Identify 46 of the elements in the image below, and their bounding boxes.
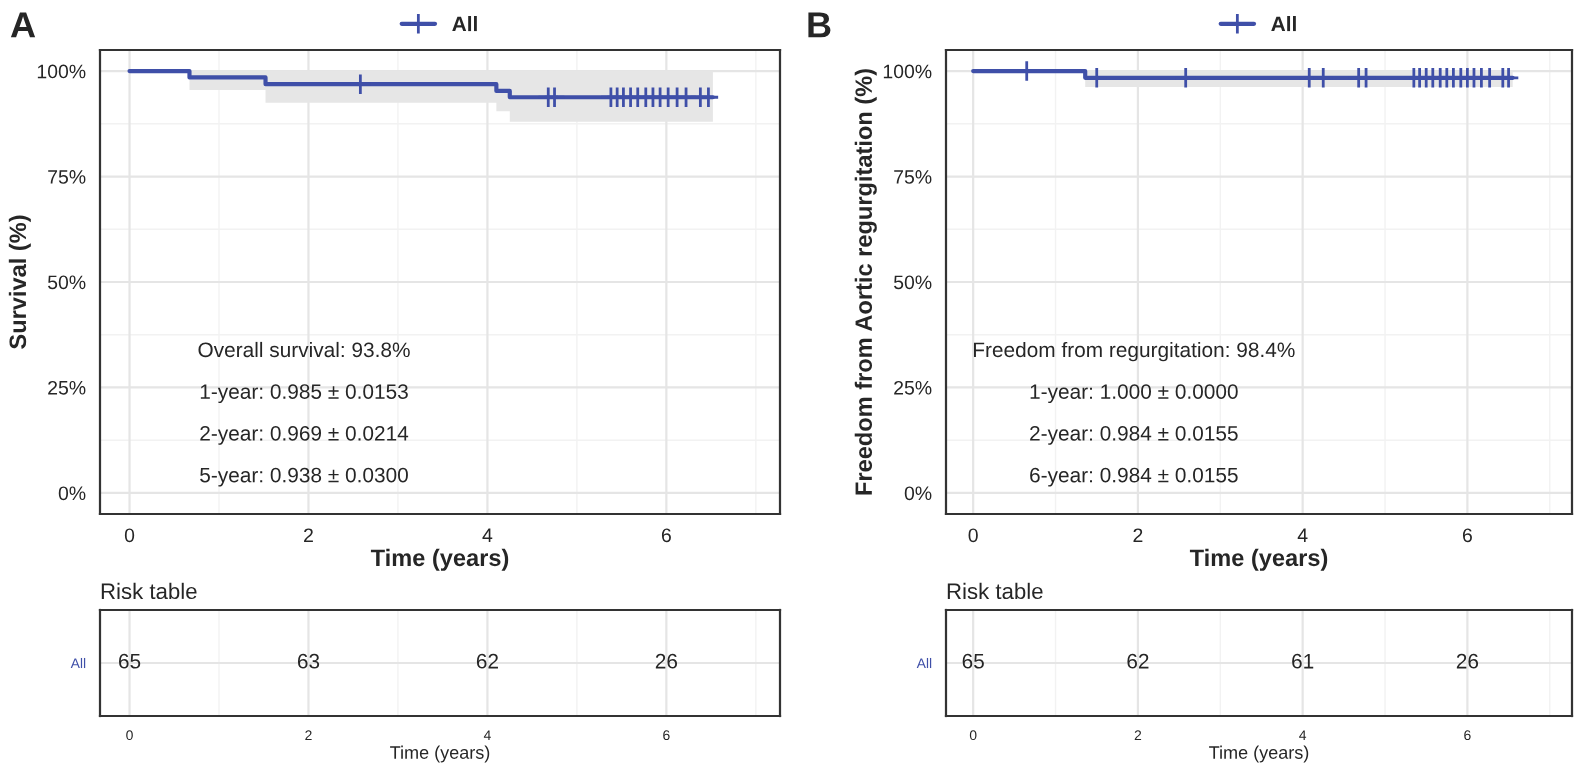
y-tick-label: 75% xyxy=(894,170,932,184)
annotation: 5-year: 0.938 ± 0.0300 xyxy=(200,467,408,487)
annotation: 1-year: 0.985 ± 0.0153 xyxy=(200,384,408,404)
x-tick-label: 2 xyxy=(304,528,313,542)
data-label: 62 xyxy=(1127,653,1149,669)
data-label: 26 xyxy=(655,653,678,669)
chart-title: Risk table xyxy=(947,582,1043,600)
annotation: 2-year: 0.969 ± 0.0214 xyxy=(200,425,409,445)
chart-title: Risk table xyxy=(101,582,197,600)
y-axis-title: Freedom from Aortic regurgitation (%) xyxy=(854,69,877,495)
data-label: 65 xyxy=(962,653,984,669)
x-tick-label: 0 xyxy=(968,528,978,543)
x-tick-label: 4 xyxy=(1297,528,1308,542)
y-tick-label: 50% xyxy=(47,275,86,290)
y-tick-label: 75% xyxy=(48,170,86,184)
annotation: 1-year: 1.000 ± 0.0000 xyxy=(1030,384,1238,404)
y-tick-label: 25% xyxy=(48,380,86,395)
data-label: 62 xyxy=(476,653,498,669)
x-tick-label: 6 xyxy=(661,528,671,543)
x-axis-title: Time (years) xyxy=(1189,548,1328,571)
annotation: 2-year: 0.984 ± 0.0155 xyxy=(1030,425,1238,445)
x-tick-label: 6 xyxy=(1462,528,1472,543)
data-label: 61 xyxy=(1292,653,1314,669)
data-label: 63 xyxy=(297,653,320,669)
x-axis-title: Time (years) xyxy=(370,548,509,571)
y-axis-title: Survival (%) xyxy=(8,215,31,349)
y-tick-label: 100% xyxy=(37,64,86,79)
x-axis-title: Time (years) xyxy=(1209,745,1309,763)
y-tick-label: 0% xyxy=(904,486,932,501)
y-tick-label: 100% xyxy=(883,64,932,79)
x-tick-label: 0 xyxy=(124,528,135,543)
y-tick-label: 0% xyxy=(58,486,86,501)
x-tick-label: 2 xyxy=(1133,528,1143,542)
y-tick-label: 25% xyxy=(894,380,932,395)
data-label: 65 xyxy=(119,653,141,669)
annotation: 6-year: 0.984 ± 0.0155 xyxy=(1030,467,1238,487)
annotation: Freedom from regurgitation: 98.4% xyxy=(973,341,1295,362)
y-tick-label: 50% xyxy=(893,275,932,290)
legend-label: All xyxy=(1271,16,1296,32)
x-axis-title: Time (years) xyxy=(390,745,490,763)
annotation: Overall survival: 93.8% xyxy=(198,341,410,358)
x-tick-label: 4 xyxy=(482,528,493,542)
data-label: 26 xyxy=(1456,653,1479,669)
chart-title: A xyxy=(10,12,36,38)
chart-title: B xyxy=(808,12,831,38)
legend-label: All xyxy=(452,16,477,32)
